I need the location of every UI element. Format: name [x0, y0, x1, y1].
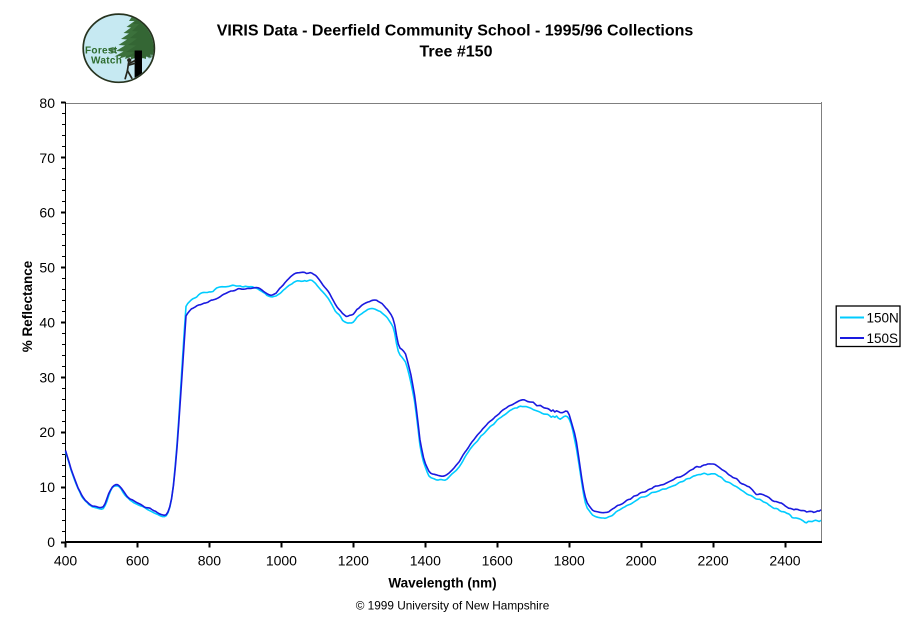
- svg-text:1200: 1200: [338, 553, 369, 569]
- svg-text:Tree #150: Tree #150: [420, 44, 493, 61]
- svg-text:1000: 1000: [266, 553, 297, 569]
- svg-text:20: 20: [39, 424, 55, 440]
- svg-text:Forest: Forest: [85, 46, 118, 57]
- svg-text:30: 30: [39, 369, 55, 385]
- svg-text:70: 70: [39, 150, 55, 166]
- svg-text:600: 600: [126, 553, 150, 569]
- svg-text:40: 40: [39, 314, 55, 330]
- svg-text:2200: 2200: [698, 553, 729, 569]
- svg-text:2400: 2400: [769, 553, 800, 569]
- svg-text:Watch: Watch: [91, 56, 122, 67]
- svg-text:60: 60: [39, 205, 55, 221]
- svg-text:0: 0: [47, 534, 55, 550]
- svg-text:10: 10: [39, 479, 55, 495]
- svg-text:1600: 1600: [482, 553, 513, 569]
- svg-text:80: 80: [39, 95, 55, 111]
- svg-text:150S: 150S: [867, 331, 899, 346]
- svg-text:VIRIS Data - Deerfield Communi: VIRIS Data - Deerfield Community School …: [217, 23, 694, 40]
- svg-text:Wavelength (nm): Wavelength (nm): [388, 576, 496, 591]
- svg-text:% Reflectance: % Reflectance: [20, 260, 35, 352]
- svg-text:800: 800: [198, 553, 222, 569]
- svg-text:© 1999 University of New Hamps: © 1999 University of New Hampshire: [356, 599, 550, 613]
- svg-text:1800: 1800: [554, 553, 585, 569]
- svg-text:50: 50: [39, 260, 55, 276]
- svg-text:2000: 2000: [626, 553, 657, 569]
- svg-text:150N: 150N: [867, 310, 899, 325]
- svg-text:1400: 1400: [410, 553, 441, 569]
- svg-text:400: 400: [54, 553, 78, 569]
